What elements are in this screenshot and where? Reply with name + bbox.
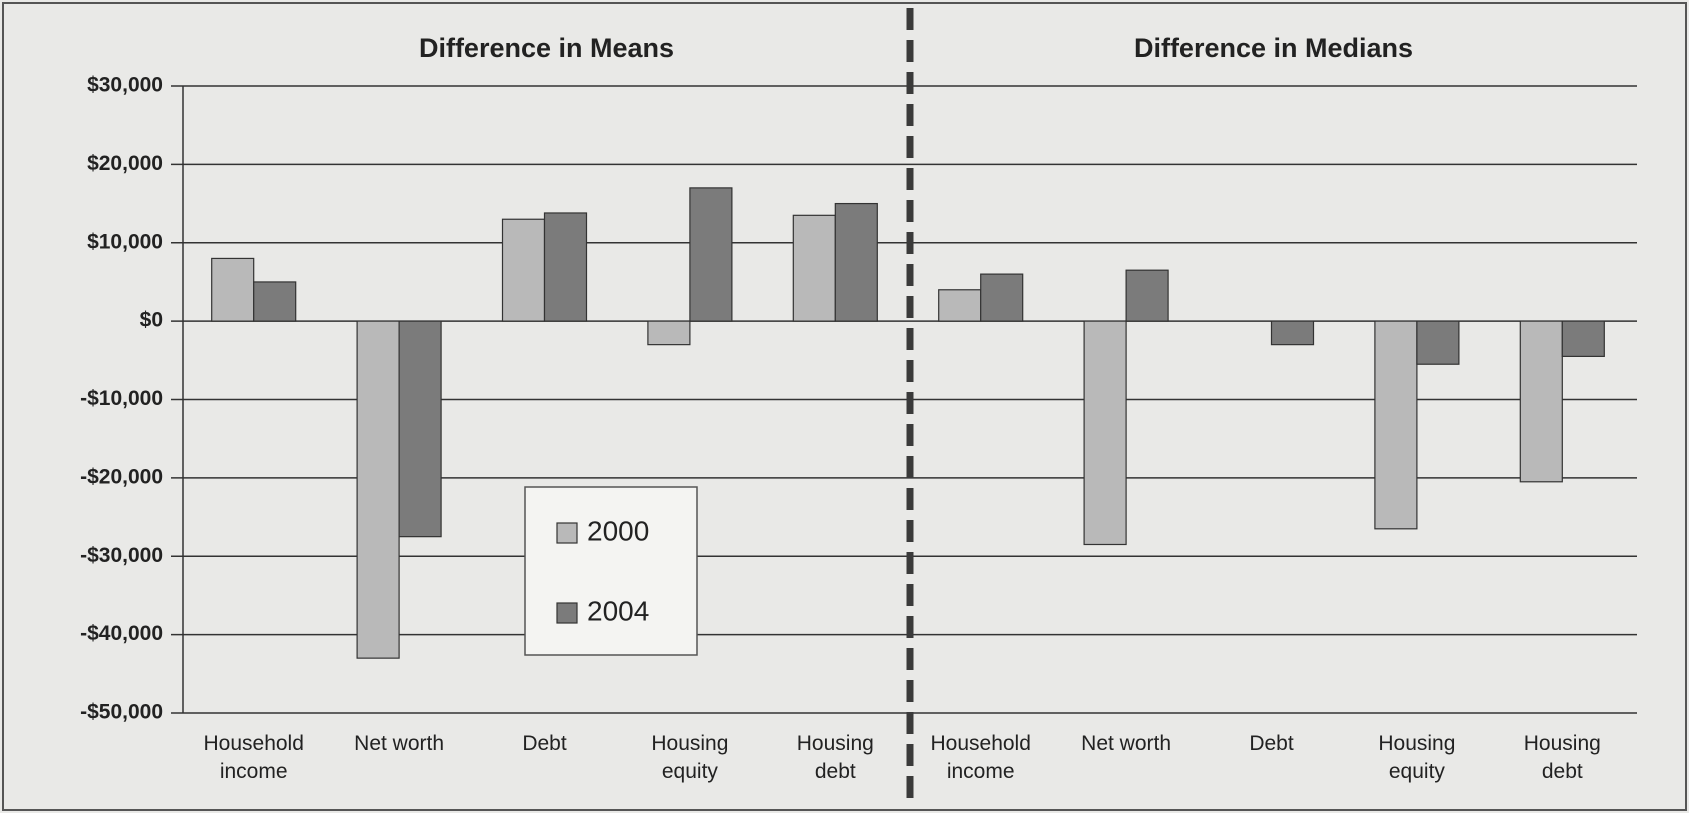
- y-tick-label: -$50,000: [80, 701, 163, 724]
- y-tick-label: $30,000: [87, 74, 163, 97]
- bar: [398, 320, 442, 538]
- x-tick-label: Net worth: [354, 732, 445, 755]
- bar: [980, 273, 1024, 322]
- bar: [253, 281, 297, 322]
- bar: [647, 320, 691, 346]
- bar: [1125, 269, 1169, 322]
- x-tick-label: Housing debt: [796, 732, 874, 783]
- bar: [938, 289, 982, 322]
- x-tick-label: Debt: [522, 732, 567, 755]
- y-tick-label: -$20,000: [80, 465, 163, 488]
- legend-label: 2004: [587, 595, 649, 626]
- bar: [211, 257, 255, 322]
- legend-box: [524, 486, 698, 656]
- bar: [1270, 320, 1315, 346]
- bar: [501, 218, 546, 322]
- legend-swatch: [556, 602, 578, 624]
- bar: [792, 214, 836, 322]
- x-tick-label: Household income: [930, 732, 1031, 783]
- x-tick-label: Housing debt: [1523, 732, 1601, 783]
- x-tick-label: Housing equity: [651, 732, 729, 783]
- x-tick-label: Housing equity: [1378, 732, 1456, 783]
- y-tick-label: $0: [140, 309, 163, 332]
- y-tick-label: -$40,000: [80, 622, 163, 645]
- bar: [834, 202, 878, 322]
- bar: [1519, 320, 1563, 483]
- bar: [1416, 320, 1460, 365]
- y-tick-label: $20,000: [87, 152, 163, 175]
- x-tick-label: Debt: [1249, 732, 1294, 755]
- y-tick-label: -$10,000: [80, 387, 163, 410]
- y-tick-label: $10,000: [87, 230, 163, 253]
- bar: [543, 212, 588, 322]
- legend-label: 2000: [587, 515, 649, 546]
- bar: [356, 320, 400, 659]
- panel-title: Difference in Means: [419, 33, 674, 63]
- bar: [1374, 320, 1418, 530]
- panel-title: Difference in Medians: [1134, 33, 1413, 63]
- x-tick-label: Household income: [203, 732, 304, 783]
- bar: [689, 187, 733, 322]
- bar: [1083, 320, 1127, 546]
- legend-swatch: [556, 522, 578, 544]
- x-tick-label: Net worth: [1081, 732, 1172, 755]
- y-tick-label: -$30,000: [80, 544, 163, 567]
- bar: [1561, 320, 1605, 357]
